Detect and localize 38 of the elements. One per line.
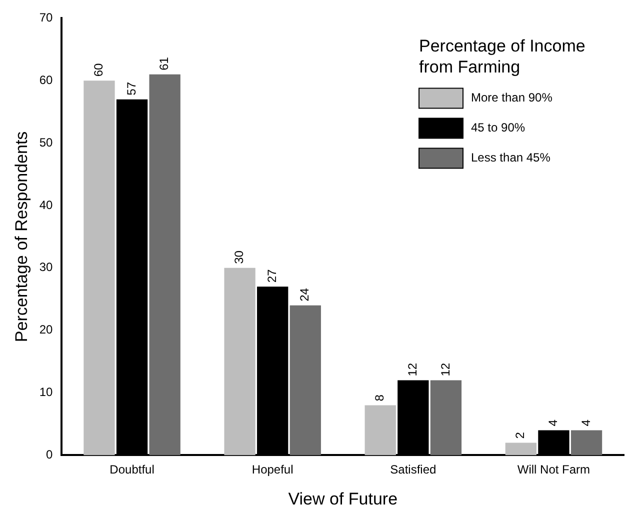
bar [84,80,115,456]
y-tick-label: 50 [39,135,54,150]
y-tick-label: 40 [39,198,54,212]
y-tick-label: 70 [39,10,54,25]
x-tick-label: Satisfied [390,462,436,477]
y-axis-title: Percentage of Respondents [12,131,31,342]
bar [570,430,602,456]
legend-label: More than 90% [471,90,553,105]
data-label: 27 [264,268,279,283]
data-label: 24 [298,288,312,302]
data-label: 12 [405,362,420,376]
data-label: 4 [546,419,560,426]
data-label: 60 [92,62,106,77]
data-label: 8 [372,394,387,402]
x-axis-title: View of Future [288,489,398,508]
bar [224,268,256,456]
legend-label: Less than 45% [471,150,551,165]
bar [290,305,321,456]
bar [364,405,396,456]
bar [505,442,536,456]
data-label: 4 [578,419,593,426]
x-tick-label: Doubtful [110,462,154,477]
x-tick-label: Will Not Farm [517,462,590,477]
data-label: 12 [438,362,452,376]
bar [430,380,462,456]
y-tick-label: 30 [39,260,54,274]
data-label: 61 [157,56,172,70]
data-label: 30 [232,250,246,264]
y-tick-label: 20 [39,322,54,337]
bar [149,74,180,456]
y-tick-label: 60 [39,72,54,87]
x-tick-label: Hopeful [252,462,294,477]
data-label: 57 [124,82,138,96]
y-tick-label: 0 [46,448,54,462]
legend-title: Percentage of Income from Farming [419,36,586,76]
y-tick-label: 10 [39,385,54,400]
legend-label: 45 to 90% [471,120,526,135]
data-label: 2 [513,432,528,439]
